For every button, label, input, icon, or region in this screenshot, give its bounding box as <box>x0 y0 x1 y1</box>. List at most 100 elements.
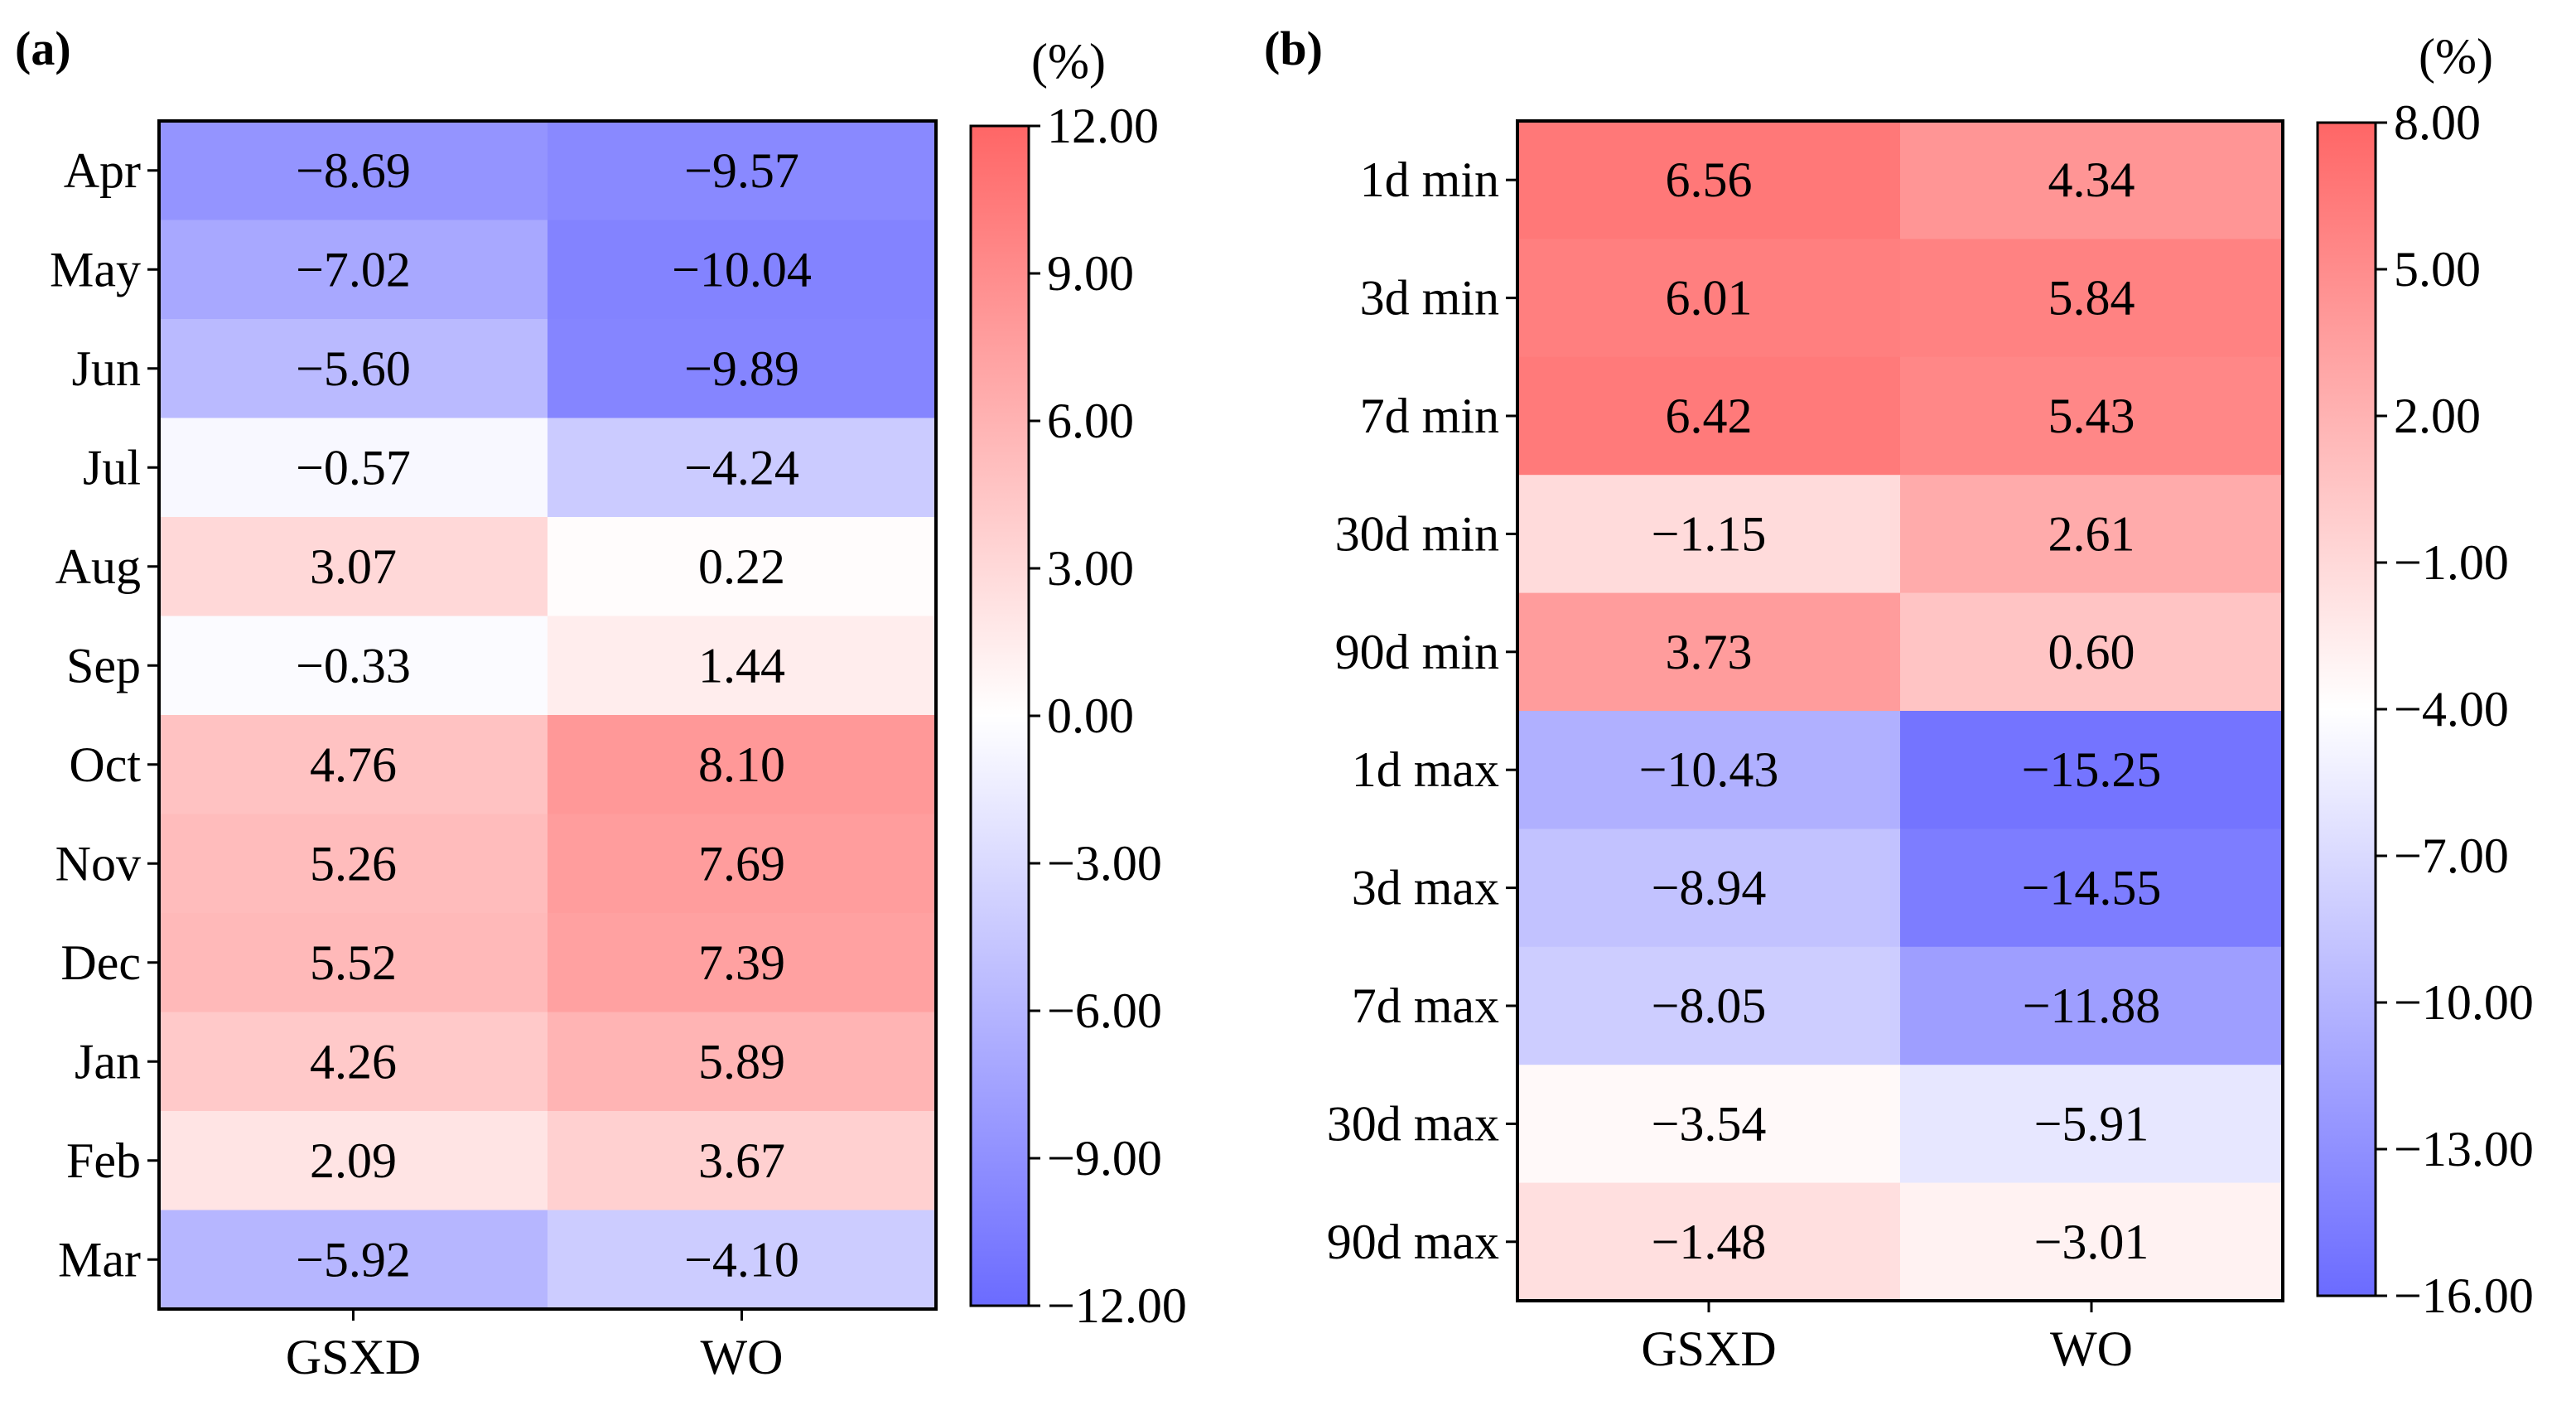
heatmap-b-cell <box>1900 239 2284 358</box>
heatmap-b-value-label: 6.56 <box>1666 152 1753 207</box>
heatmap-a-cell <box>159 121 548 221</box>
heatmap-b-cell <box>1517 1182 1901 1302</box>
heatmap-b-value-label: −8.05 <box>1652 978 1767 1033</box>
heatmap-b-value-label: 4.34 <box>2048 152 2135 207</box>
heatmap-a-value-label: −8.69 <box>296 143 411 198</box>
colorbar-a-tick-label: −3.00 <box>1047 836 1162 891</box>
heatmap-a-row-label: Apr <box>64 143 141 198</box>
heatmap-a-row-labels: Apr May Jun Jul Aug Sep Oct Nov Dec Jan Feb Mar <box>50 143 159 1287</box>
heatmap-a-cell <box>548 715 937 815</box>
heatmap-a-cell <box>159 319 548 419</box>
heatmap-b-cell <box>1900 475 2284 594</box>
heatmap-a-value-label: 0.22 <box>698 539 785 594</box>
colorbar-b-gradient <box>2318 123 2376 1296</box>
colorbar-b-unit: (%) <box>2419 29 2493 84</box>
heatmap-a-row-label: Oct <box>69 737 141 792</box>
colorbar-b-tick-label: −1.00 <box>2394 535 2509 590</box>
heatmap-b-cell <box>1900 829 2284 948</box>
heatmap-b-cell <box>1517 711 1901 829</box>
heatmap-b-value-label: −1.48 <box>1652 1215 1767 1269</box>
heatmap-a-value-label: −0.57 <box>296 440 411 495</box>
heatmap-a-value-label: −4.24 <box>684 440 799 495</box>
heatmap-b-row-labels: 1d min 3d min 7d min 30d min 90d min 1d max 3d… <box>1327 152 1517 1269</box>
heatmap-a-value-label: −9.57 <box>684 143 799 198</box>
heatmap-a-value-label: −4.10 <box>684 1232 799 1287</box>
heatmap-a-cell <box>159 1111 548 1211</box>
heatmap-b-row-label: 30d max <box>1327 1096 1499 1151</box>
heatmap-b-cell <box>1900 356 2284 476</box>
heatmap-a-value-label: 5.52 <box>310 935 397 990</box>
heatmap-b-cell <box>1517 475 1901 594</box>
heatmap-a-row-label: Feb <box>66 1133 141 1188</box>
heatmap-a-cell <box>548 1012 937 1112</box>
colorbar-b-tick-label: 5.00 <box>2394 242 2481 297</box>
heatmap-b-value-label: −1.15 <box>1652 506 1767 561</box>
heatmap-b-cell <box>1900 592 2284 712</box>
colorbar-b-tick-label: −4.00 <box>2394 682 2509 737</box>
panel-b: (b) 6.56 4.34 6.01 5.84 6.42 5.43 −1.15 2.61 3.7… <box>1264 22 2534 1376</box>
heatmap-b-cell <box>1517 1065 1901 1184</box>
colorbar-a-tick-label: −12.00 <box>1047 1278 1187 1333</box>
heatmap-a-value-label: 3.07 <box>310 539 397 594</box>
heatmap-b-value-label: 6.01 <box>1666 271 1753 326</box>
heatmap-a-value-label: 5.89 <box>698 1034 785 1089</box>
heatmap-a-value-label: −10.04 <box>672 242 812 297</box>
heatmap-b-cell <box>1900 121 2284 239</box>
heatmap-b-row-label: 30d min <box>1335 506 1499 561</box>
heatmap-b-cells: 6.56 4.34 6.01 5.84 6.42 5.43 −1.15 2.61 3.73 0.6… <box>1517 121 2284 1302</box>
heatmap-b-column-label: GSXD <box>1641 1321 1776 1376</box>
heatmap-b-cell <box>1900 946 2284 1065</box>
heatmap-a-cell <box>159 814 548 914</box>
heatmap-a-row-label: Dec <box>60 935 141 990</box>
heatmap-b-row-label: 3d min <box>1360 271 1499 326</box>
heatmap-a-row-label: May <box>50 242 141 297</box>
heatmap-b-row-label: 3d max <box>1352 861 1499 915</box>
heatmap-a-value-label: 5.26 <box>310 836 397 891</box>
colorbar-b-tick-label: −7.00 <box>2394 829 2509 883</box>
heatmap-b-cell <box>1517 592 1901 712</box>
heatmap-a-row-label: Sep <box>66 638 141 693</box>
heatmap-b-column-label: WO <box>2050 1321 2133 1376</box>
heatmap-b-row-label: 90d max <box>1327 1215 1499 1269</box>
heatmap-a-value-label: −9.89 <box>684 341 799 396</box>
heatmap-a-cell <box>548 319 937 419</box>
heatmap-b-row-label: 7d min <box>1360 389 1499 443</box>
heatmap-a-cell <box>159 1210 548 1310</box>
heatmap-a-value-label: 2.09 <box>310 1133 397 1188</box>
colorbar-a-gradient <box>971 126 1029 1306</box>
colorbar-b-tick-label: −16.00 <box>2394 1268 2534 1323</box>
colorbar-a-ticks: 12.00 9.00 6.00 3.00 0.00 −3.00 −6.00 −9.00 −12.… <box>1029 99 1187 1333</box>
heatmap-b-value-label: 5.43 <box>2048 389 2135 443</box>
heatmap-a-cell <box>548 517 937 617</box>
panel-a-label: (a) <box>15 22 71 75</box>
heatmap-b-value-label: −8.94 <box>1652 861 1767 915</box>
heatmap-a-row-label: Jun <box>72 341 141 396</box>
heatmap-b-row-label: 1d min <box>1360 152 1499 207</box>
heatmap-a-value-label: 4.76 <box>310 737 397 792</box>
heatmap-b-value-label: −5.91 <box>2034 1096 2149 1151</box>
colorbar-b-tick-label: −10.00 <box>2394 975 2534 1030</box>
heatmap-b-value-label: 2.61 <box>2048 506 2135 561</box>
heatmap-a-cell <box>159 715 548 815</box>
heatmap-b-value-label: 3.73 <box>1666 625 1753 679</box>
panel-a: (a) −8.69 −9.57 −7.02 −10.04 −5.60 −9.89 −0.57… <box>15 22 1187 1384</box>
heatmap-a-value-label: 3.67 <box>698 1133 785 1188</box>
colorbar-a-tick-label: 9.00 <box>1047 246 1134 301</box>
heatmap-a-cell <box>548 121 937 221</box>
heatmap-a-cell <box>548 913 937 1013</box>
heatmap-b-cell <box>1517 946 1901 1065</box>
heatmap-a-cell <box>159 220 548 320</box>
heatmap-b-value-label: 0.60 <box>2048 625 2135 679</box>
colorbar-a-tick-label: 3.00 <box>1047 541 1134 596</box>
colorbar-a-tick-label: 6.00 <box>1047 394 1134 448</box>
heatmap-b-value-label: −15.25 <box>2022 742 2162 797</box>
heatmap-a-row-label: Mar <box>58 1232 141 1287</box>
heatmap-b-value-label: −14.55 <box>2022 861 2162 915</box>
heatmap-b-cell <box>1900 1182 2284 1302</box>
colorbar-a-tick-label: −9.00 <box>1047 1131 1162 1186</box>
heatmap-b-value-label: 5.84 <box>2048 271 2135 326</box>
colorbar-b-ticks: 8.00 5.00 2.00 −1.00 −4.00 −7.00 −10.00 −13.00 −… <box>2376 95 2534 1323</box>
heatmap-a-row-label: Nov <box>55 836 141 891</box>
heatmap-a-value-label: −5.92 <box>296 1232 411 1287</box>
